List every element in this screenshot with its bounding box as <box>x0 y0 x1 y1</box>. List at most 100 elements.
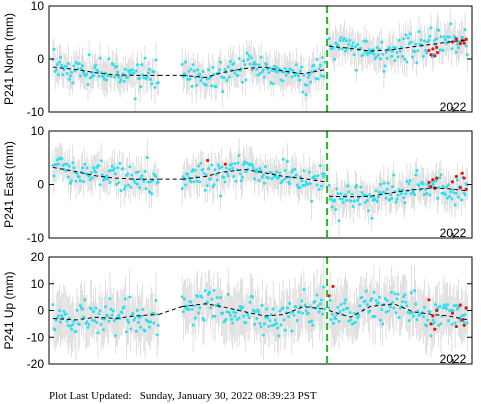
data-point <box>242 59 246 63</box>
y-axis-label: P241 East (mm) <box>2 141 16 228</box>
error-bars <box>52 9 468 112</box>
data-point <box>91 74 95 78</box>
data-point <box>122 305 126 309</box>
data-point <box>77 175 81 179</box>
data-point <box>108 180 112 184</box>
data-point <box>428 193 432 197</box>
data-point <box>244 170 248 174</box>
data-point <box>405 179 409 183</box>
recent-data-point <box>450 180 455 184</box>
data-point <box>435 178 439 182</box>
data-point <box>212 183 216 187</box>
data-point <box>247 316 251 320</box>
data-point <box>428 34 432 38</box>
data-point <box>463 313 467 317</box>
data-point <box>96 69 100 73</box>
data-point <box>381 52 385 56</box>
data-point <box>143 169 147 173</box>
data-point <box>193 75 197 79</box>
data-point <box>306 75 310 79</box>
data-point <box>138 186 142 190</box>
data-point <box>213 168 217 172</box>
data-point <box>356 42 360 46</box>
data-point <box>206 68 210 72</box>
data-point <box>310 319 314 323</box>
data-point <box>456 46 460 50</box>
data-point <box>183 183 187 187</box>
data-point <box>77 62 81 66</box>
data-point <box>319 298 323 302</box>
data-point <box>273 318 277 322</box>
data-point <box>141 308 145 312</box>
data-point <box>70 327 74 331</box>
data-point <box>338 310 342 314</box>
data-point <box>68 324 72 328</box>
data-point <box>357 196 361 200</box>
data-point <box>377 190 381 194</box>
data-point <box>115 64 119 68</box>
data-point <box>382 69 386 73</box>
data-point <box>350 192 354 196</box>
data-point <box>257 63 261 67</box>
data-point <box>374 189 378 193</box>
data-point <box>315 183 319 187</box>
data-point <box>136 170 140 174</box>
data-point <box>376 195 380 199</box>
data-point <box>403 201 407 205</box>
data-point <box>205 300 209 304</box>
data-point <box>189 180 193 184</box>
data-point <box>213 314 217 318</box>
y-tick-label: -10 <box>27 105 45 119</box>
data-point <box>135 63 139 67</box>
data-point <box>339 36 343 40</box>
recent-data-point <box>427 180 431 184</box>
data-point <box>341 200 345 204</box>
data-point <box>388 305 392 309</box>
data-point <box>234 311 238 315</box>
data-point <box>439 173 443 177</box>
data-point <box>107 319 111 323</box>
data-point <box>323 60 327 64</box>
y-tick-label: 10 <box>31 124 45 138</box>
data-point <box>456 195 460 199</box>
data-point <box>70 70 74 74</box>
y-tick-label: 20 <box>31 250 45 264</box>
data-point <box>295 318 299 322</box>
data-point <box>65 319 69 323</box>
data-point <box>437 186 441 190</box>
data-point <box>371 314 375 318</box>
data-point <box>450 322 454 326</box>
data-point <box>268 319 272 323</box>
data-point <box>246 313 250 317</box>
recent-data-point <box>327 294 331 298</box>
data-point <box>278 171 282 175</box>
data-point <box>125 318 129 322</box>
data-point <box>198 306 202 310</box>
data-point <box>244 78 248 82</box>
data-point <box>393 59 397 63</box>
data-point <box>436 306 440 310</box>
data-point <box>427 38 431 42</box>
data-point <box>329 197 333 201</box>
data-point <box>256 73 260 77</box>
data-point <box>374 55 378 59</box>
data-point <box>416 49 420 53</box>
recent-data-point <box>206 158 210 163</box>
data-point <box>146 320 150 324</box>
data-point <box>68 74 72 78</box>
data-point <box>190 307 194 311</box>
data-point <box>367 209 371 213</box>
data-point <box>351 41 355 45</box>
data-point <box>113 334 117 338</box>
data-point <box>441 48 445 52</box>
data-point <box>262 181 266 185</box>
data-point <box>225 78 229 82</box>
data-point <box>78 179 82 183</box>
data-point <box>382 181 386 185</box>
data-point <box>403 57 407 61</box>
data-point <box>390 290 394 294</box>
axes-frame <box>48 5 473 113</box>
data-point <box>91 166 95 170</box>
data-point <box>387 46 391 50</box>
data-point <box>411 190 415 194</box>
